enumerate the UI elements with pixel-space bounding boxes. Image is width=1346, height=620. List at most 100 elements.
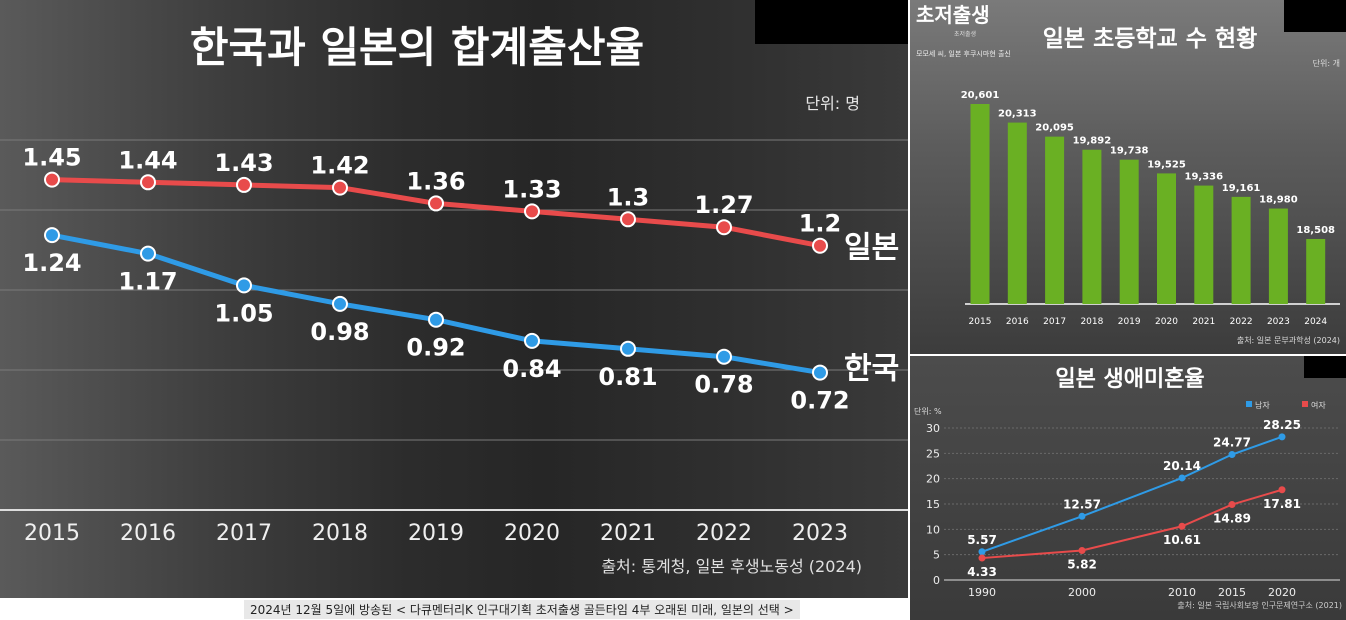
data-point bbox=[1228, 501, 1236, 509]
bar bbox=[1157, 173, 1176, 304]
data-label: 5.82 bbox=[1067, 558, 1097, 572]
data-label: 10.61 bbox=[1163, 533, 1201, 547]
x-tick-label: 2022 bbox=[1230, 317, 1253, 327]
data-label: 12.57 bbox=[1063, 497, 1101, 511]
school-count-panel: 초저출생 초저출생 모모세 씨, 일본 후쿠시마현 출신 일본 초등학교 수 현… bbox=[910, 0, 1346, 354]
data-label: 5.57 bbox=[967, 533, 997, 547]
data-label: 0.78 bbox=[694, 371, 753, 399]
unmarried-line-chart: 일본 생애미혼율 단위: % 출처: 일본 국립사회보장 인구문제연구소 (20… bbox=[914, 367, 1342, 610]
data-point bbox=[524, 203, 540, 220]
data-point bbox=[978, 554, 986, 562]
data-point bbox=[1078, 512, 1086, 520]
bar-value-label: 19,525 bbox=[1147, 159, 1186, 170]
x-tick-label: 2020 bbox=[504, 521, 560, 546]
logo-sub-text: 초저출생 bbox=[954, 30, 976, 38]
x-tick-label: 2016 bbox=[1006, 317, 1029, 327]
data-label: 0.72 bbox=[790, 387, 849, 415]
source-label: 출처: 일본 문부과학성 (2024) bbox=[1237, 335, 1340, 345]
data-point bbox=[332, 295, 348, 312]
legend-label: 남자 bbox=[1255, 401, 1270, 410]
x-tick-label: 2020 bbox=[1155, 317, 1178, 327]
data-point bbox=[140, 245, 156, 262]
bar bbox=[1119, 159, 1139, 304]
data-label: 1.3 bbox=[607, 183, 650, 211]
data-label: 0.92 bbox=[406, 334, 465, 362]
x-tick-label: 2015 bbox=[969, 317, 992, 327]
x-tick-label: 2018 bbox=[312, 521, 368, 546]
data-point bbox=[1278, 486, 1286, 494]
series-name-label: 일본 bbox=[844, 231, 899, 266]
data-point bbox=[236, 176, 252, 193]
x-tick-label: 2020 bbox=[1268, 586, 1296, 599]
bar bbox=[1007, 122, 1027, 305]
data-label: 28.25 bbox=[1263, 418, 1301, 432]
logo-text: 초저출생 bbox=[916, 3, 990, 27]
data-point bbox=[1278, 433, 1286, 441]
x-tick-label: 2021 bbox=[1192, 317, 1215, 327]
y-tick-label: 0 bbox=[933, 574, 940, 587]
x-tick-label: 2023 bbox=[792, 521, 848, 546]
x-tick-label: 2024 bbox=[1304, 317, 1327, 327]
bar-value-label: 20,313 bbox=[998, 109, 1037, 120]
data-point bbox=[332, 179, 348, 196]
x-tick-label: 2017 bbox=[216, 521, 272, 546]
y-tick-label: 25 bbox=[926, 447, 940, 460]
legend-swatch bbox=[1246, 401, 1252, 407]
bar bbox=[1268, 208, 1288, 304]
bar-value-label: 20,095 bbox=[1035, 123, 1074, 134]
fertility-chart-panel: 한국과 일본의 합계출산율 단위: 명 출처: 통계청, 일본 후생노동성 (2… bbox=[0, 0, 908, 598]
x-tick-label: 2010 bbox=[1168, 586, 1196, 599]
data-point bbox=[236, 277, 252, 294]
data-point bbox=[1178, 522, 1186, 530]
data-label: 1.2 bbox=[799, 210, 842, 238]
data-label: 1.17 bbox=[118, 268, 177, 296]
data-point bbox=[1228, 450, 1236, 458]
data-label: 17.81 bbox=[1263, 497, 1301, 511]
black-box bbox=[1304, 356, 1346, 378]
y-tick-label: 15 bbox=[926, 498, 940, 511]
legend-label: 여자 bbox=[1311, 400, 1326, 410]
bar-value-label: 18,980 bbox=[1259, 195, 1298, 206]
x-tick-label: 2022 bbox=[696, 521, 752, 546]
bar bbox=[1082, 149, 1102, 304]
data-point bbox=[140, 174, 156, 191]
chart-title: 일본 생애미혼율 bbox=[1055, 367, 1204, 392]
black-box bbox=[1284, 0, 1346, 32]
unit-label: 단위: % bbox=[914, 406, 942, 416]
data-point bbox=[1178, 474, 1186, 482]
unit-label: 단위: 개 bbox=[1313, 58, 1340, 68]
data-point bbox=[524, 332, 540, 349]
bar-value-label: 19,336 bbox=[1185, 172, 1224, 183]
data-point bbox=[44, 171, 60, 188]
fertility-line-chart: 한국과 일본의 합계출산율 단위: 명 출처: 통계청, 일본 후생노동성 (2… bbox=[0, 23, 908, 576]
data-point bbox=[716, 348, 732, 365]
data-point bbox=[428, 195, 444, 212]
chart-title: 한국과 일본의 합계출산율 bbox=[190, 23, 644, 72]
data-point bbox=[812, 237, 828, 254]
bar bbox=[1306, 238, 1326, 304]
y-tick-label: 30 bbox=[926, 422, 940, 435]
x-tick-label: 2016 bbox=[120, 521, 176, 546]
x-tick-label: 2018 bbox=[1080, 317, 1103, 327]
caption-bar: 2024년 12월 5일에 방송된 < 다큐멘터리K 인구대기획 초저출생 골든… bbox=[0, 598, 908, 620]
data-label: 0.84 bbox=[502, 355, 561, 383]
series-name-label: 한국 bbox=[844, 352, 899, 387]
series-line-남자 bbox=[981, 435, 1283, 553]
x-tick-label: 2015 bbox=[1218, 586, 1246, 599]
chart-title: 일본 초등학교 수 현황 bbox=[1043, 26, 1257, 52]
data-point bbox=[428, 311, 444, 328]
data-label: 20.14 bbox=[1163, 459, 1201, 473]
data-label: 4.33 bbox=[967, 565, 997, 579]
data-label: 1.42 bbox=[310, 152, 369, 180]
x-tick-label: 2019 bbox=[408, 521, 464, 546]
broadcast-caption: 2024년 12월 5일에 방송된 < 다큐멘터리K 인구대기획 초저출생 골든… bbox=[244, 600, 800, 619]
data-label: 1.05 bbox=[214, 299, 273, 327]
subtitle-text: 모모세 씨, 일본 후쿠시마현 출신 bbox=[916, 49, 1011, 58]
data-label: 1.36 bbox=[406, 167, 465, 195]
data-point bbox=[44, 227, 60, 244]
data-label: 1.45 bbox=[22, 144, 81, 172]
bar bbox=[1045, 136, 1065, 304]
data-label: 1.44 bbox=[118, 146, 177, 174]
y-tick-label: 20 bbox=[926, 473, 940, 486]
data-label: 1.33 bbox=[502, 175, 561, 203]
